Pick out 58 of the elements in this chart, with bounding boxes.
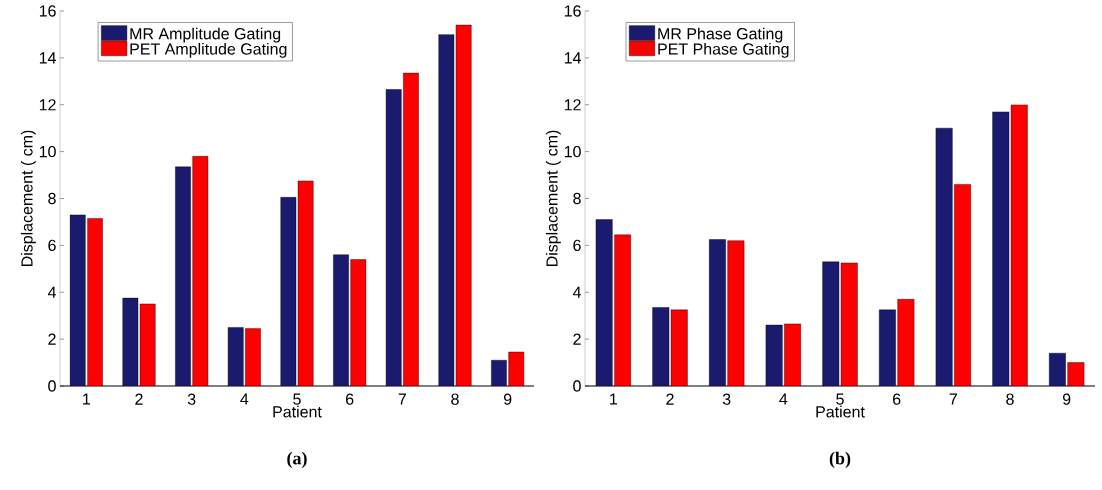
y-tick-label: 12 bbox=[564, 99, 581, 111]
x-tick-label: 3 bbox=[722, 393, 731, 405]
bar bbox=[87, 218, 103, 386]
y-tick-label: 6 bbox=[48, 239, 56, 252]
x-tick-label: 6 bbox=[893, 393, 901, 405]
x-tick-label: 8 bbox=[1006, 393, 1014, 405]
bar bbox=[614, 234, 631, 386]
bar bbox=[840, 262, 858, 386]
y-tick-label: 8 bbox=[48, 192, 56, 205]
y-tick-label: 4 bbox=[47, 286, 56, 298]
legend-label: MR Phase Gating bbox=[658, 27, 783, 43]
y-tick-label: 8 bbox=[573, 192, 581, 205]
bar bbox=[954, 184, 971, 386]
y-tick-label: 10 bbox=[564, 145, 581, 158]
bar bbox=[403, 72, 419, 386]
y-tick-label: 10 bbox=[39, 145, 56, 158]
y-tick-label: 16 bbox=[39, 5, 56, 17]
bar bbox=[455, 24, 472, 386]
bar bbox=[350, 259, 367, 386]
y-tick-label: 6 bbox=[573, 239, 581, 252]
x-tick-label: 4 bbox=[240, 393, 249, 405]
x-tick-label: 2 bbox=[135, 393, 143, 405]
x-tick-label: 5 bbox=[836, 393, 844, 405]
legend-label: PET Amplitude Gating bbox=[130, 42, 287, 58]
bar bbox=[297, 180, 314, 386]
y-tick-label: 0 bbox=[48, 380, 56, 392]
x-tick-label: 5 bbox=[293, 393, 301, 405]
x-tick-label: 9 bbox=[503, 393, 512, 405]
y-tick-label: 0 bbox=[573, 380, 581, 392]
y-tick-label: 2 bbox=[573, 333, 581, 345]
x-tick-label: 8 bbox=[451, 393, 459, 405]
x-tick-label: 3 bbox=[187, 393, 196, 405]
y-axis-title: Displacement ( cm) bbox=[545, 130, 561, 267]
x-tick-label: 4 bbox=[779, 393, 788, 405]
bar bbox=[1010, 104, 1028, 386]
y-axis-title: Displacement ( cm) bbox=[20, 130, 36, 267]
text: (a) bbox=[287, 451, 307, 469]
legend-label: MR Amplitude Gating bbox=[130, 27, 281, 43]
x-tick-label: 2 bbox=[666, 393, 674, 405]
x-tick-label: 7 bbox=[949, 393, 957, 405]
bar bbox=[192, 156, 209, 386]
x-tick-label: 7 bbox=[398, 393, 406, 405]
bar bbox=[727, 240, 745, 386]
x-tick-label: 1 bbox=[83, 393, 90, 405]
y-tick-label: 14 bbox=[564, 52, 581, 64]
y-tick-label: 2 bbox=[48, 333, 56, 345]
legend-label: PET Phase Gating bbox=[658, 42, 789, 58]
x-tick-label: 9 bbox=[1062, 393, 1071, 405]
y-tick-label: 16 bbox=[564, 5, 581, 17]
y-tick-label: 4 bbox=[572, 286, 581, 298]
y-tick-label: 12 bbox=[39, 99, 56, 111]
text: (b) bbox=[829, 451, 851, 469]
x-tick-label: 6 bbox=[346, 393, 354, 405]
y-tick-label: 14 bbox=[39, 52, 56, 64]
x-axis-title: Patient bbox=[273, 405, 322, 418]
x-tick-label: 1 bbox=[610, 393, 617, 405]
bar bbox=[670, 309, 688, 386]
x-axis-title: Patient bbox=[816, 405, 865, 418]
